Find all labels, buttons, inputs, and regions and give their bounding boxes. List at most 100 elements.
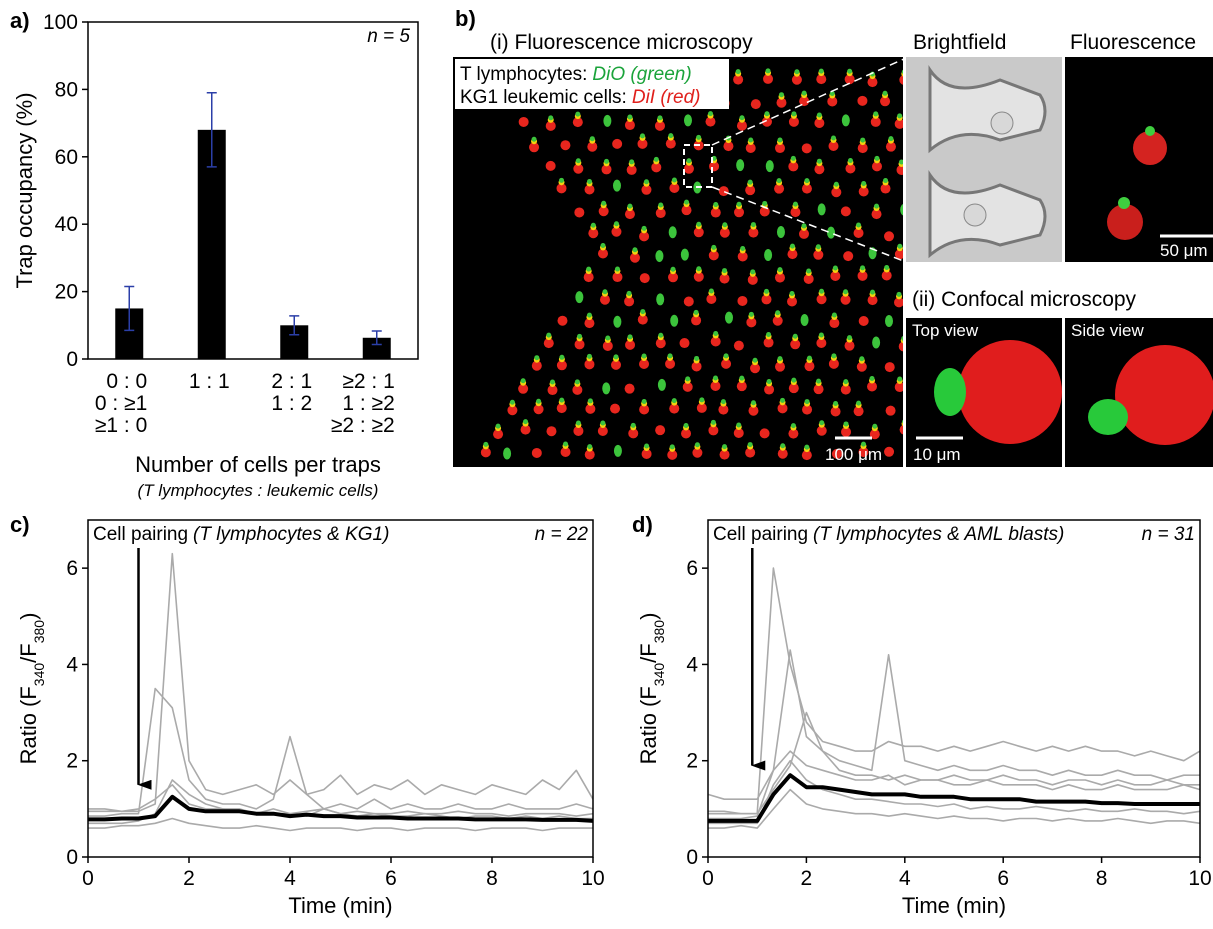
cell bbox=[853, 228, 864, 239]
cell bbox=[830, 406, 841, 417]
cell bbox=[774, 272, 785, 283]
cell bbox=[881, 270, 892, 281]
cell bbox=[776, 97, 787, 108]
cell bbox=[589, 136, 595, 142]
cell bbox=[574, 339, 585, 350]
view-label: Side view bbox=[1071, 321, 1144, 340]
cell bbox=[899, 424, 903, 435]
x-tick-label: 2 : 1 bbox=[271, 370, 312, 393]
cell bbox=[627, 334, 633, 340]
cell bbox=[745, 142, 756, 153]
y-tick-label: 6 bbox=[686, 557, 698, 580]
cell bbox=[651, 162, 662, 173]
cell bbox=[990, 111, 1014, 135]
cell bbox=[803, 273, 814, 284]
section-title: Brightfield bbox=[913, 31, 1006, 54]
cell bbox=[858, 186, 869, 197]
cell bbox=[641, 225, 647, 231]
cell bbox=[765, 160, 774, 173]
cell bbox=[806, 268, 812, 274]
cell bbox=[844, 340, 855, 351]
cell bbox=[584, 449, 595, 460]
cell bbox=[869, 376, 875, 382]
line-series bbox=[88, 794, 594, 823]
cell bbox=[713, 375, 719, 381]
zoom-line bbox=[711, 186, 907, 263]
cell bbox=[629, 159, 635, 165]
cell bbox=[533, 404, 544, 415]
cell bbox=[777, 448, 788, 459]
line-series bbox=[707, 750, 1201, 800]
cell bbox=[880, 183, 891, 194]
cell bbox=[860, 265, 866, 271]
cell-array bbox=[480, 67, 903, 461]
error-bar bbox=[371, 330, 382, 346]
cell bbox=[718, 404, 729, 415]
cell bbox=[575, 291, 584, 304]
cell bbox=[531, 360, 542, 371]
annotation-text: Cell pairing bbox=[713, 524, 808, 545]
line-series bbox=[88, 687, 594, 817]
cell bbox=[629, 252, 640, 263]
cell bbox=[723, 353, 729, 359]
cell bbox=[509, 399, 515, 405]
cell bbox=[762, 200, 768, 206]
cell bbox=[899, 159, 903, 165]
y-tick-label: 4 bbox=[66, 653, 78, 676]
y-axis-label-part: 340 bbox=[651, 663, 667, 687]
cell bbox=[841, 114, 850, 127]
cell bbox=[574, 379, 580, 385]
panel-label: d) bbox=[632, 512, 653, 537]
annotation: Cell pairing (T lymphocytes & KG1) bbox=[93, 524, 389, 545]
cell bbox=[856, 222, 862, 228]
cell bbox=[495, 423, 501, 429]
cell bbox=[816, 378, 822, 384]
cell bbox=[775, 310, 781, 316]
cell bbox=[670, 314, 679, 327]
cell bbox=[720, 399, 726, 405]
cell bbox=[856, 400, 862, 406]
cell bbox=[556, 403, 567, 414]
cell bbox=[546, 332, 552, 338]
x-tick-label: 8 bbox=[1096, 867, 1108, 890]
cell bbox=[1107, 204, 1143, 240]
cell bbox=[804, 361, 815, 372]
cell bbox=[545, 120, 556, 131]
cell bbox=[750, 99, 761, 110]
cell bbox=[734, 207, 745, 218]
cell bbox=[657, 115, 663, 121]
y-tick-label: 4 bbox=[686, 653, 698, 676]
cell bbox=[1133, 131, 1167, 165]
cell bbox=[740, 245, 746, 251]
cell bbox=[788, 428, 799, 439]
cell bbox=[801, 223, 807, 229]
cell bbox=[708, 250, 719, 261]
cell bbox=[693, 309, 699, 315]
cell bbox=[763, 73, 774, 84]
cell bbox=[736, 159, 745, 172]
cell bbox=[736, 120, 747, 131]
cell bbox=[721, 358, 732, 369]
cell bbox=[856, 361, 867, 372]
cell bbox=[800, 313, 809, 326]
cell bbox=[548, 115, 554, 121]
x-tick-label: 4 bbox=[899, 867, 911, 890]
cell bbox=[683, 163, 694, 174]
cell bbox=[861, 181, 867, 187]
cell bbox=[656, 293, 665, 306]
cell bbox=[750, 222, 756, 228]
cell bbox=[683, 422, 689, 428]
cell bbox=[737, 251, 748, 262]
cell bbox=[639, 231, 650, 242]
cell bbox=[853, 406, 864, 417]
cell bbox=[523, 419, 529, 425]
cell bbox=[680, 248, 689, 261]
cell bbox=[733, 340, 744, 351]
error-bar bbox=[206, 92, 217, 168]
cell bbox=[682, 381, 693, 392]
cell bbox=[559, 397, 565, 403]
cell bbox=[668, 226, 677, 239]
x-tick-label: 0 : ≥1 bbox=[95, 392, 147, 415]
cell bbox=[668, 133, 674, 139]
cell bbox=[764, 111, 770, 117]
